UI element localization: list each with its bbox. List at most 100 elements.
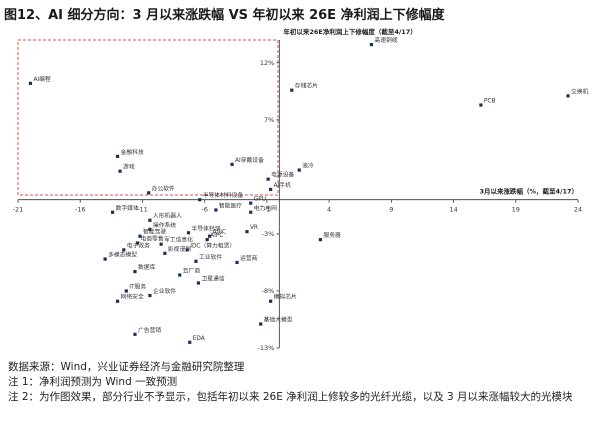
point: [269, 299, 273, 303]
y-tick-label: 12%: [260, 59, 274, 67]
point-label: IT服务: [129, 282, 146, 290]
point: [159, 242, 163, 246]
point-label: PCB: [484, 99, 496, 105]
point-label: 模拟芯片: [274, 293, 297, 301]
point-label: 电子政务: [127, 241, 150, 249]
point-label: AI穿戴设备: [235, 156, 264, 164]
point-label: 企业软件: [153, 287, 176, 295]
point: [249, 201, 253, 205]
point-label: 数字媒体: [116, 204, 139, 212]
point: [245, 230, 249, 234]
x-tick-label: 24: [574, 206, 582, 214]
point-label: 多模态模型: [108, 251, 137, 259]
x-tick-label: 19: [512, 206, 520, 214]
x-tick-label: -11: [137, 206, 148, 214]
point: [235, 260, 239, 265]
point: [115, 299, 120, 303]
point-label: 军工信息化: [164, 236, 193, 244]
y-tick-label: -3%: [262, 230, 275, 238]
x-tick-label: -16: [75, 206, 86, 214]
x-tick-label: -6: [201, 206, 207, 214]
point-label: 金融科技: [121, 148, 144, 156]
point: [208, 234, 212, 238]
point: [479, 103, 483, 107]
point-label: 运营商: [240, 254, 258, 262]
point: [318, 238, 322, 242]
point: [249, 210, 253, 214]
point-label: AIPC: [210, 233, 223, 239]
point: [148, 218, 152, 222]
note: 注 1：净利润预测为 Wind 一致预测: [8, 376, 178, 388]
note: 注 2：为作图效果，部分行业不予显示，包括年初以来 26E 净利润上修较多的光纤…: [8, 391, 573, 403]
point: [133, 332, 137, 336]
point: [566, 94, 570, 98]
point: [147, 191, 151, 195]
y-tick-label: -13%: [258, 344, 275, 352]
point-label: 卫星通信: [201, 274, 224, 282]
point-label: 人形机器人: [153, 212, 182, 220]
point-label: 广告营销: [138, 326, 161, 334]
point: [266, 177, 270, 181]
point-label: 数据库: [138, 263, 156, 271]
point-label: EDA: [193, 336, 205, 342]
point-label: 影视漫剧: [168, 245, 191, 253]
x-tick-label: -1: [264, 206, 270, 214]
chart: -21 -16 -11 -6 -1 4 9 14 19 24 12% 7% -3% -8% -13% 年初以来…: [13, 27, 589, 352]
point: [110, 210, 115, 214]
point-label: 半导体材料设备: [203, 191, 244, 199]
point-label: AI编程: [33, 75, 50, 83]
point: [369, 42, 374, 47]
point: [103, 257, 107, 261]
point: [205, 238, 209, 242]
point: [135, 241, 140, 245]
point-label: 存储芯片: [295, 82, 318, 90]
point: [198, 198, 202, 202]
point: [148, 293, 152, 298]
point-label: 操作系统: [153, 221, 176, 229]
point-label: 半导体封测: [191, 224, 220, 232]
point: [148, 227, 152, 231]
point-label: 智能驾驶: [143, 228, 166, 236]
point: [138, 234, 142, 238]
point-label: 液冷: [302, 162, 314, 170]
x-tick-label: 9: [389, 206, 393, 214]
point-label: 电力电网: [254, 204, 277, 212]
point: [297, 168, 301, 172]
point-label: 智能医疗: [219, 201, 242, 209]
point: [115, 154, 120, 158]
point-label: ASIC: [213, 230, 226, 236]
point: [178, 273, 182, 277]
point-label: 服务器: [323, 231, 341, 239]
point: [188, 340, 192, 344]
point: [230, 162, 234, 166]
point-label: 网络安全: [121, 293, 144, 301]
point-label: 电源设备: [271, 171, 294, 179]
note: 数据来源：Wind，兴业证券经济与金融研究院整理: [8, 361, 245, 373]
y-tick-label: 7%: [264, 116, 274, 124]
point-label: 工业软件: [199, 253, 222, 261]
x-axis-title: 3月以来涨跌幅（%，截至4/17）: [480, 187, 578, 196]
point-label: 游戏: [123, 163, 135, 171]
point-label: 基础大模型: [264, 316, 293, 324]
point: [122, 248, 126, 252]
y-axis-title: 年初以来26E净利润上下修幅度（截至4/17）: [283, 27, 416, 36]
point-label: VR: [250, 225, 258, 231]
point: [124, 289, 128, 293]
point-label: IDC（算力租赁）: [190, 241, 235, 249]
point-label: 办公软件: [152, 184, 175, 192]
point-label: 交换机: [571, 87, 589, 95]
point: [214, 208, 218, 212]
point-label: 电商零售: [140, 235, 163, 243]
point-label: AI手机: [274, 181, 291, 189]
point: [186, 231, 191, 235]
point: [28, 81, 33, 85]
point: [163, 251, 167, 255]
point: [185, 248, 189, 252]
point: [269, 187, 273, 192]
x-tick-label: -21: [13, 206, 24, 214]
point: [194, 259, 198, 263]
x-tick-label: 4: [327, 206, 331, 214]
point-label: 云厂商: [183, 266, 201, 274]
highlight-box: [17, 39, 279, 196]
